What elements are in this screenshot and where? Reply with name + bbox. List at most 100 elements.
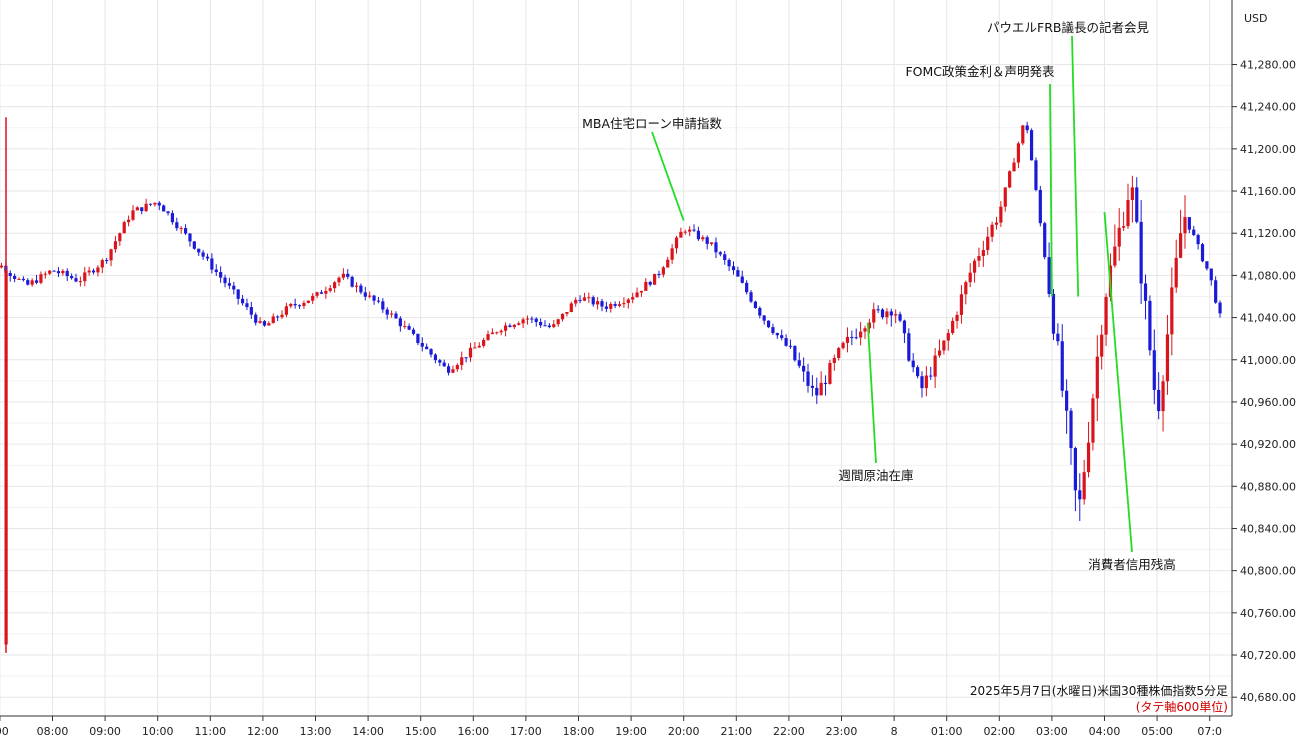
candle [236,289,240,305]
candle [1091,393,1095,451]
candle [446,363,451,376]
y-tick-label: 41,040.00 [1240,312,1296,325]
candle [473,342,477,349]
candle-body [1056,333,1060,342]
candle-body [889,311,893,316]
candle [372,294,376,305]
candle [464,357,468,363]
candle [192,241,196,250]
candle [547,323,551,329]
x-tick-label: 03:00 [1036,725,1068,738]
candle-body [188,233,192,242]
candle-body [302,302,306,306]
candle-body [13,275,17,279]
annotation-leader [1071,35,1080,297]
candle-body [113,241,118,250]
candle [859,321,863,346]
candle [166,210,170,216]
candle-body [276,316,280,318]
candle-body [806,371,810,386]
candle [766,320,771,329]
y-tick-label: 40,920.00 [1240,438,1296,451]
candle [911,353,915,373]
candle-body [477,345,481,348]
candle [1029,128,1034,161]
candle [324,286,328,299]
candle [13,273,17,283]
candle [762,314,766,325]
candle-body [65,270,69,277]
candle [482,337,486,348]
candle [109,248,113,267]
candle [569,301,573,313]
candle [407,323,411,331]
x-tick-label: 08:00 [37,725,69,738]
annotation-label: 週間原油在庫 [838,468,913,483]
candle [205,253,210,261]
candle-body [210,258,214,270]
candle [87,266,91,276]
candle [105,257,109,264]
candle [591,295,595,307]
candle-body [661,267,665,275]
candle-body [328,288,332,291]
candle-body [346,273,350,277]
candle-body [192,241,196,249]
candle [688,226,692,237]
candle [810,375,814,397]
y-tick-label: 41,240.00 [1240,101,1296,114]
candle [609,301,613,313]
candle [34,274,39,285]
candle-body [937,350,942,356]
candle [946,329,950,351]
candle [626,298,630,309]
candle-body [43,273,47,275]
candle-body [1200,244,1205,262]
candle-body [140,207,144,212]
candle [74,273,78,283]
candle-body [753,301,758,308]
candle-body [1043,223,1047,258]
candle-body [635,292,639,298]
candle-body [363,292,367,297]
candle-body [740,276,744,283]
candle-body [986,236,990,251]
candle-body [61,270,65,274]
candle-body [1012,162,1016,172]
candle-body [1152,350,1156,390]
candle [468,342,473,362]
candle [39,271,43,285]
candle-body [999,206,1003,223]
candle [1003,187,1007,212]
candle [311,293,315,304]
candle [977,247,981,268]
candle-body [0,265,4,268]
candle [276,315,280,322]
candle-body [482,339,486,346]
candle-body [845,336,850,343]
candle [600,298,604,312]
candle [521,317,525,329]
candle-body [201,252,205,257]
candle [328,284,332,293]
candle-body [574,299,578,304]
candle [635,287,639,298]
candle [1100,324,1104,370]
candle [175,217,179,231]
candle [780,329,784,341]
candle-body [622,303,626,305]
candle [692,224,696,233]
candle [249,301,253,319]
candle [4,117,8,653]
candle-body [933,355,937,377]
candle-body [591,297,595,305]
candle-body [1069,410,1073,449]
candle-body [460,357,464,366]
candle [91,268,96,275]
candle-body [144,203,148,212]
candle-body [565,312,569,314]
candle [381,298,385,313]
candle [845,327,850,353]
candle [293,298,297,309]
